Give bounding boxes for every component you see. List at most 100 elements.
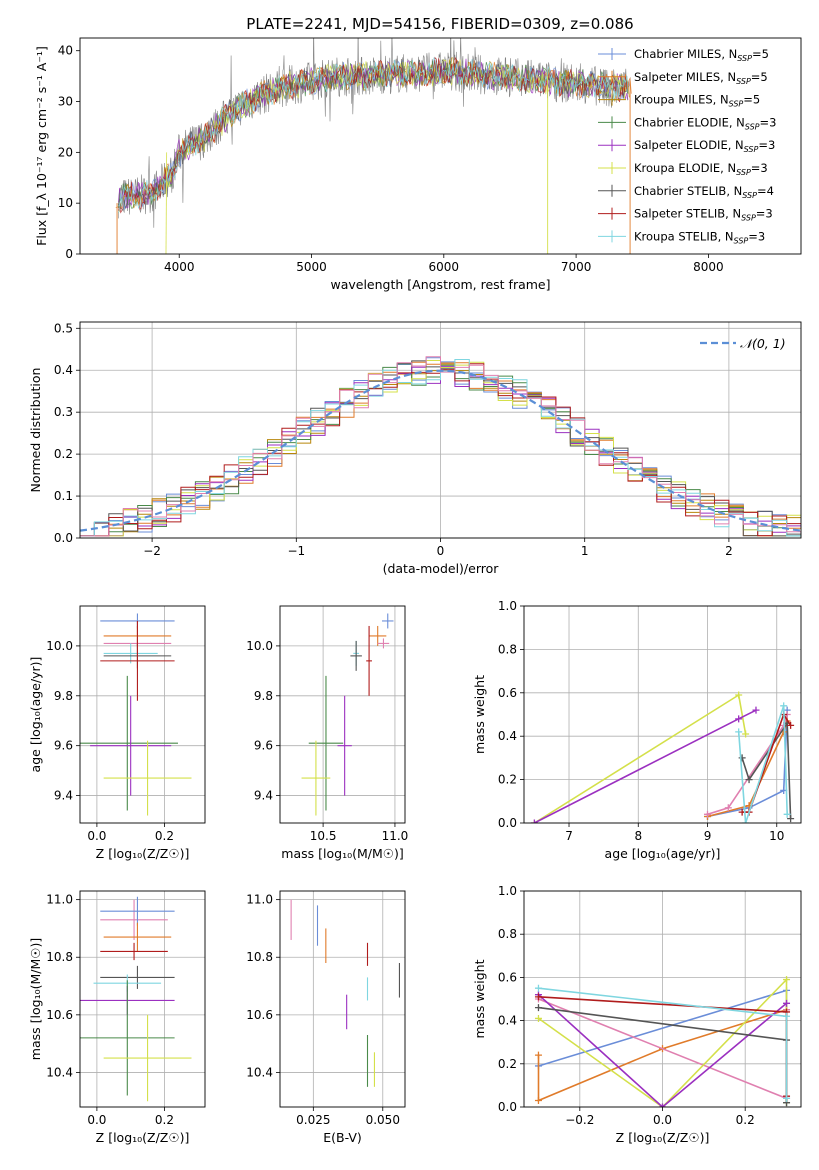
massweight_vs_age-ytick-label: 0.6 bbox=[498, 686, 517, 700]
weight-marker bbox=[534, 1014, 542, 1022]
residuals-xtick-label: 2 bbox=[725, 544, 733, 558]
weight-marker bbox=[724, 804, 732, 812]
weight-marker bbox=[787, 815, 795, 823]
spectrum-edge-kroupa-elodie bbox=[165, 152, 168, 254]
mass_vs_ebv-frame bbox=[279, 890, 406, 1108]
massweight_vs_age-xtick-label: 10 bbox=[769, 829, 784, 843]
age_vs_mass-grid bbox=[280, 606, 405, 823]
histogram-step bbox=[80, 360, 801, 537]
massweight_vs_Z-xtick-label: 0.2 bbox=[736, 1113, 755, 1127]
mass_vs_Z-plot-area bbox=[80, 896, 192, 1102]
errorbar-point bbox=[100, 899, 168, 940]
weight-marker bbox=[704, 810, 712, 818]
spectrum-xtick-label: 8000 bbox=[693, 260, 724, 274]
residuals-legend-label: 𝒩(0, 1) bbox=[740, 336, 786, 351]
mass_vs_ebv-ytick-label: 10.6 bbox=[246, 1008, 273, 1022]
residuals-xtick-label: 0 bbox=[437, 544, 445, 558]
massweight_vs_Z-ylabel: mass weight bbox=[472, 959, 487, 1038]
massweight_vs_Z-ytick-label: 1.0 bbox=[498, 884, 517, 898]
mass_vs_ebv-ytick-label: 10.4 bbox=[246, 1065, 273, 1079]
legend-label: Kroupa ELODIE, NSSP=3 bbox=[634, 161, 768, 177]
spectrum-ytick-label: 20 bbox=[58, 145, 73, 159]
model-spectrum-chabrier-stelib bbox=[118, 58, 629, 212]
figure-title: PLATE=2241, MJD=54156, FIBERID=0309, z=0… bbox=[246, 15, 633, 33]
residuals-axes: −2 −1 0 1 2 0.0 0.1 0.2 0.3 0.4 0.5 (data-model)/er… bbox=[28, 321, 802, 576]
spectrum-axes: 4000 5000 6000 7000 8000 0 10 20 30 40 wavelength … bbox=[34, 37, 802, 292]
massweight_vs_Z-xtick-label: −0.2 bbox=[565, 1113, 594, 1127]
age_vs_Z-ytick-label: 9.8 bbox=[54, 689, 73, 703]
massweight_vs_Z-axes: −0.2 0.0 0.2 0.0 0.2 0.4 0.6 0.8 1.0 Z [log₁₀(Z/Z… bbox=[472, 884, 802, 1145]
age_vs_Z-ylabel: age [log₁₀(age/yr)] bbox=[28, 657, 43, 773]
age_vs_Z-grid bbox=[80, 606, 205, 823]
errorbar-point bbox=[103, 922, 172, 952]
mass_vs_Z-frame bbox=[79, 890, 206, 1108]
massweight_vs_Z-xtick-label: 0.0 bbox=[653, 1113, 672, 1127]
errorbar-point bbox=[382, 613, 394, 629]
mass_vs_ebv-grid bbox=[280, 891, 405, 1107]
weight-marker bbox=[738, 754, 746, 762]
errorbar-point bbox=[100, 620, 175, 701]
massweight_vs_Z-ytick-label: 0.8 bbox=[498, 927, 517, 941]
errorbar-point bbox=[100, 942, 168, 961]
massweight_vs_age-grid bbox=[524, 605, 801, 824]
model-spectrum-kroupa-elodie bbox=[165, 59, 629, 195]
massweight_vs_age-frame bbox=[523, 605, 802, 824]
legend-label: Chabrier STELIB, NSSP=4 bbox=[634, 184, 774, 200]
spectrum-xtick-label: 5000 bbox=[296, 260, 327, 274]
age_vs_Z-axes: 0.0 0.2 9.4 9.6 9.8 10.0 Z [log₁₀(Z/Z☉)] age [l… bbox=[28, 605, 206, 861]
errorbar-point bbox=[350, 640, 362, 671]
age_vs_mass-xlabel: mass [log₁₀(M/M☉)] bbox=[281, 846, 403, 861]
massweight_vs_age-frame-group: 7 8 9 10 0.0 0.2 0.4 0.6 0.8 1.0 age [log₁₀(age/yr… bbox=[472, 599, 802, 861]
legend-label: Salpeter ELODIE, NSSP=3 bbox=[634, 138, 775, 154]
weight-line bbox=[537, 994, 788, 1107]
massweight_vs_age-ytick-label: 0.0 bbox=[498, 816, 517, 830]
weight-marker bbox=[783, 999, 791, 1007]
age_vs_Z-xtick-label: 0.0 bbox=[87, 829, 106, 843]
age_vs_mass-frame-group: 10.5 11.0 9.4 9.6 9.8 10.0 mass [log₁₀(M/M☉)] bbox=[246, 605, 409, 861]
spectrum-xlabel: wavelength [Angstrom, rest frame] bbox=[330, 277, 550, 292]
mass_vs_ebv-ytick-label: 10.8 bbox=[246, 950, 273, 964]
age_vs_mass-xtick-label: 11.0 bbox=[382, 829, 409, 843]
age_vs_Z-ytick-label: 9.4 bbox=[54, 789, 73, 803]
massweight_vs_age-ylabel: mass weight bbox=[472, 675, 487, 754]
mass_vs_ebv-frame-group: 0.025 0.050 10.4 10.6 10.8 11.0 E(B-V) bbox=[246, 890, 406, 1145]
age_vs_mass-xtick-label: 10.5 bbox=[310, 829, 337, 843]
errorbar-point bbox=[308, 675, 344, 811]
errorbar-point bbox=[103, 740, 192, 816]
residuals-ytick-label: 0.0 bbox=[54, 531, 73, 545]
massweight_vs_age-xtick-label: 7 bbox=[565, 829, 573, 843]
mass_vs_ebv-ytick-label: 11.0 bbox=[246, 893, 273, 907]
mass_vs_Z-grid bbox=[80, 891, 205, 1107]
age_vs_Z-ytick-label: 10.0 bbox=[46, 639, 73, 653]
massweight_vs_age-plot-area bbox=[530, 691, 795, 823]
mass_vs_Z-xtick-label: 0.0 bbox=[87, 1113, 106, 1127]
age_vs_mass-ytick-label: 10.0 bbox=[246, 639, 273, 653]
residuals-xtick-label: −2 bbox=[143, 544, 161, 558]
massweight_vs_age-xlabel: age [log₁₀(age/yr)] bbox=[605, 846, 721, 861]
errorbar-point bbox=[366, 625, 372, 696]
residuals-plot-area bbox=[80, 356, 801, 537]
massweight_vs_age-ytick-label: 0.2 bbox=[498, 773, 517, 787]
residuals-xtick-label: −1 bbox=[287, 544, 305, 558]
legend-label: Kroupa MILES, NSSP=5 bbox=[634, 93, 760, 109]
weight-marker bbox=[659, 1103, 666, 1107]
age_vs_Z-ytick-label: 9.6 bbox=[54, 739, 73, 753]
weight-line bbox=[707, 710, 788, 818]
mass_vs_ebv-xtick-label: 0.025 bbox=[296, 1113, 330, 1127]
errorbar-point bbox=[301, 740, 331, 816]
weight-marker bbox=[735, 715, 743, 723]
weight-marker bbox=[534, 1051, 542, 1059]
mass_vs_Z-ytick-label: 10.6 bbox=[46, 1008, 73, 1022]
spectrum-ytick-label: 40 bbox=[58, 44, 73, 58]
age_vs_mass-ytick-label: 9.8 bbox=[254, 689, 273, 703]
weight-line bbox=[533, 693, 747, 823]
model-spectrum-kroupa-stelib bbox=[118, 57, 629, 214]
errorbar-point bbox=[103, 643, 158, 664]
mass_vs_Z-ytick-label: 10.4 bbox=[46, 1065, 73, 1079]
weight-marker bbox=[783, 976, 791, 984]
weight-marker bbox=[752, 706, 760, 714]
age_vs_Z-plot-area bbox=[80, 613, 192, 816]
mass_vs_Z-ylabel: mass [log₁₀(M/M☉)] bbox=[28, 938, 43, 1060]
weight-marker bbox=[742, 730, 750, 738]
